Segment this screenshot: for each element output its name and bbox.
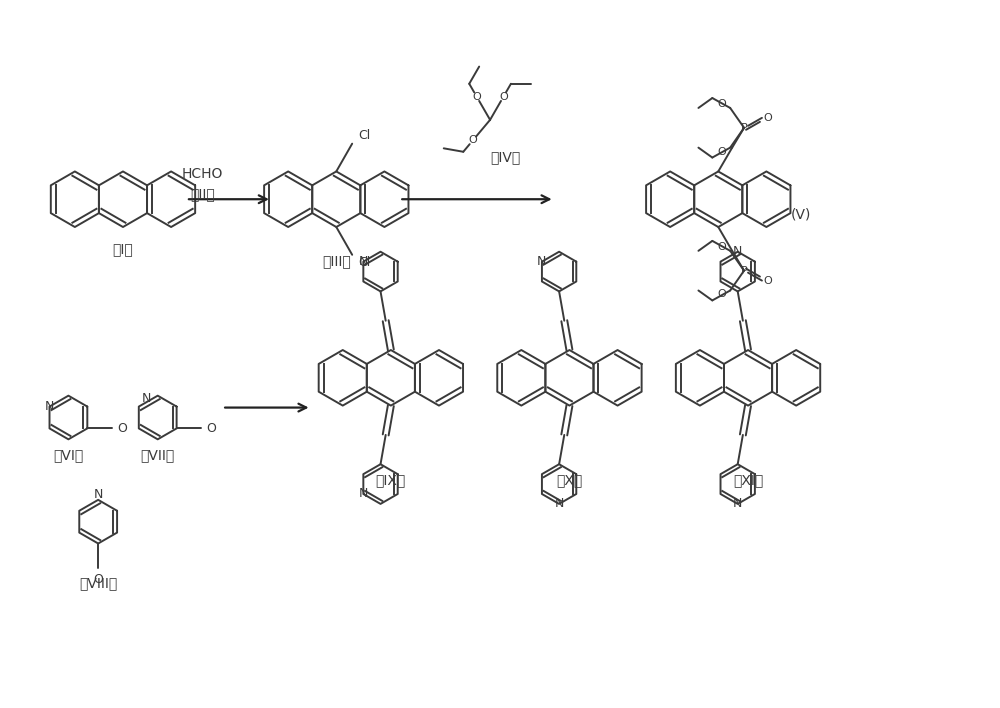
Text: (V): (V): [791, 207, 811, 221]
Text: N: N: [733, 498, 742, 510]
Text: O: O: [117, 422, 127, 435]
Text: （VII）: （VII）: [141, 448, 175, 462]
Text: O: O: [717, 147, 726, 156]
Text: N: N: [359, 488, 368, 501]
Text: （X）: （X）: [556, 473, 583, 487]
Text: O: O: [764, 113, 772, 123]
Text: O: O: [717, 242, 726, 252]
Text: O: O: [717, 99, 726, 109]
Text: （III）: （III）: [322, 253, 351, 268]
Text: O: O: [472, 91, 481, 102]
Text: N: N: [142, 392, 151, 405]
Text: O: O: [764, 275, 772, 285]
Text: Cl: Cl: [358, 130, 370, 142]
Text: N: N: [733, 245, 742, 258]
Text: （IX）: （IX）: [376, 473, 406, 487]
Text: O: O: [93, 573, 103, 586]
Text: O: O: [499, 91, 508, 102]
Text: Cl: Cl: [358, 256, 370, 269]
Text: O: O: [468, 135, 477, 145]
Text: （IV）: （IV）: [490, 151, 520, 164]
Text: （VIII）: （VIII）: [79, 576, 117, 590]
Text: O: O: [717, 290, 726, 299]
Text: N: N: [45, 400, 54, 413]
Text: N: N: [93, 489, 103, 501]
Text: （VI）: （VI）: [53, 448, 84, 462]
Text: （II）: （II）: [190, 187, 215, 201]
Text: N: N: [359, 255, 368, 268]
Text: HCHO: HCHO: [182, 167, 223, 181]
Text: （I）: （I）: [113, 242, 133, 256]
Text: N: N: [554, 498, 564, 510]
Text: （XI）: （XI）: [733, 473, 763, 487]
Text: N: N: [537, 255, 547, 268]
Text: P: P: [741, 266, 747, 275]
Text: O: O: [206, 422, 216, 435]
Text: P: P: [741, 122, 747, 133]
